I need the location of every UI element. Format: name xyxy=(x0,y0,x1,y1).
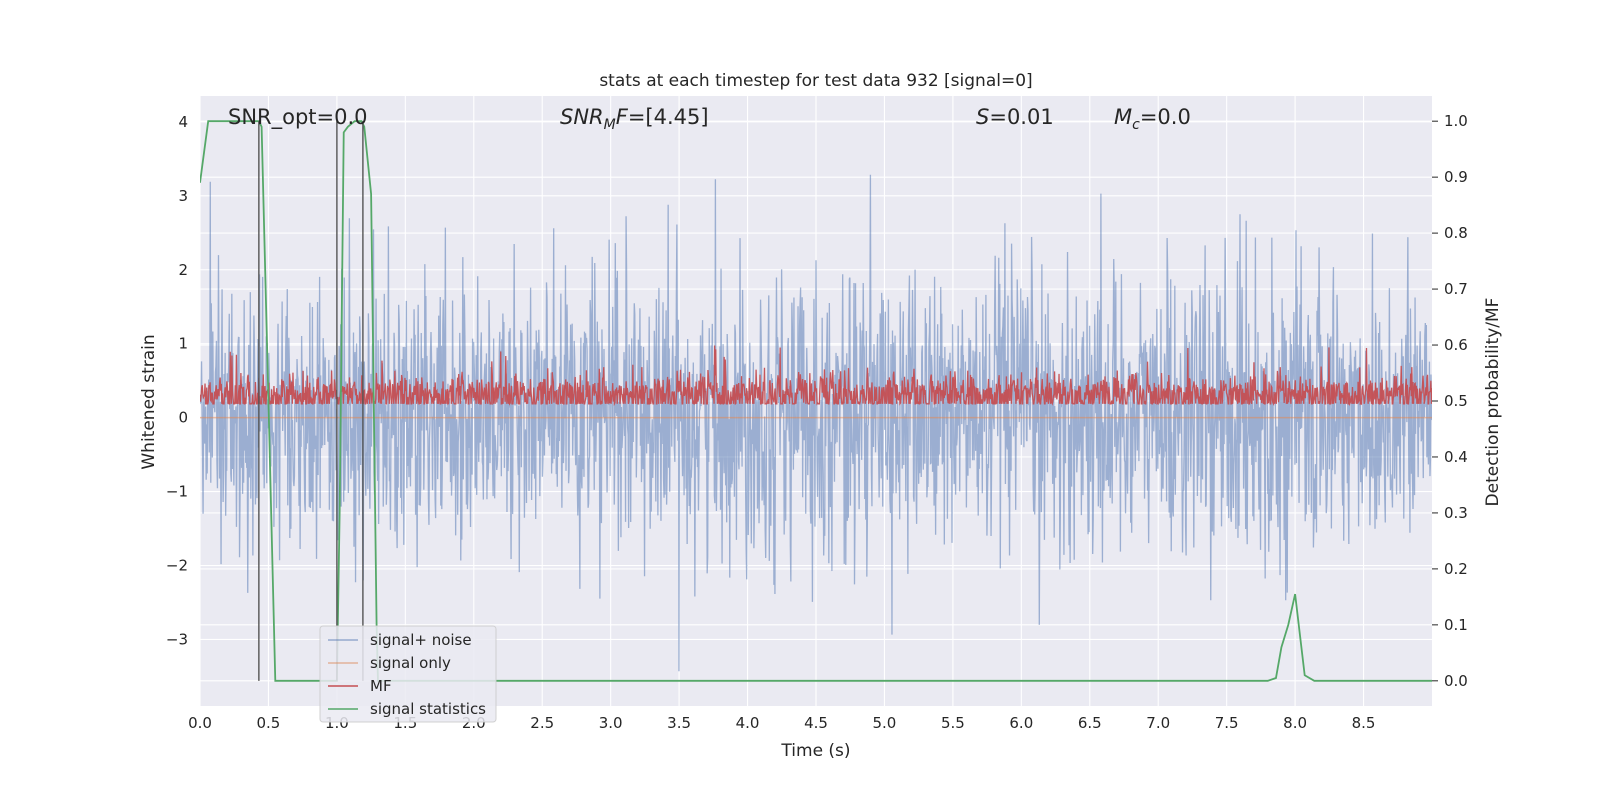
series-mf xyxy=(200,345,1432,407)
annotation-snr-mf: SNRMF=[4.45] xyxy=(560,105,709,133)
x-axis-label: Time (s) xyxy=(780,741,850,761)
y-right-tick-label: 0.8 xyxy=(1444,224,1468,242)
x-tick-label: 0.5 xyxy=(257,714,281,732)
y-right-tick-label: 0.1 xyxy=(1444,616,1468,634)
y-axis-label-right: Detection probability/MF xyxy=(1483,298,1503,507)
x-tick-label: 0.0 xyxy=(188,714,212,732)
chart-title: stats at each timestep for test data 932… xyxy=(599,71,1032,91)
y-right-tick-label: 0.9 xyxy=(1444,168,1468,186)
legend-label-signal-statistics: signal statistics xyxy=(370,700,486,718)
x-tick-label: 8.0 xyxy=(1283,714,1307,732)
y-left-tick-label: 1 xyxy=(178,335,188,353)
y-right-tick-label: 1.0 xyxy=(1444,112,1468,130)
y-right-tick-label: 0.6 xyxy=(1444,336,1468,354)
annotation-snr-opt: SNR_opt=0.0 xyxy=(228,105,368,130)
legend: signal+ noise signal only MF signal stat… xyxy=(319,625,497,723)
x-tick-label: 8.5 xyxy=(1352,714,1376,732)
x-tick-label: 7.5 xyxy=(1215,714,1239,732)
y-left-tick-label: 4 xyxy=(178,113,188,131)
y-left-tick-label: −3 xyxy=(166,630,188,648)
y-right-tick-label: 0.3 xyxy=(1444,504,1468,522)
x-tick-label: 3.0 xyxy=(599,714,623,732)
y-right-tick-labels: 0.0 0.1 0.2 0.3 0.4 0.5 0.6 0.7 0.8 0.9 1.0 xyxy=(1432,112,1468,690)
legend-label-mf: MF xyxy=(370,677,392,695)
y-left-tick-label: −2 xyxy=(166,557,188,575)
legend-box xyxy=(319,625,497,723)
x-tick-label: 5.0 xyxy=(873,714,897,732)
y-right-tick-label: 0.0 xyxy=(1444,672,1468,690)
x-tick-label: 2.5 xyxy=(530,714,554,732)
annotation-s: S=0.01 xyxy=(976,105,1054,129)
y-left-tick-label: 3 xyxy=(178,187,188,205)
y-left-tick-label: −1 xyxy=(166,483,188,501)
x-tick-label: 4.5 xyxy=(804,714,828,732)
x-tick-label: 7.0 xyxy=(1146,714,1170,732)
x-tick-label: 5.5 xyxy=(941,714,965,732)
y-right-tick-label: 0.4 xyxy=(1444,448,1468,466)
series-signal-noise xyxy=(200,174,1432,672)
vertical-markers xyxy=(258,121,364,681)
x-tick-label: 4.0 xyxy=(736,714,760,732)
y-right-tick-label: 0.7 xyxy=(1444,280,1468,298)
y-right-tick-label: 0.2 xyxy=(1444,560,1468,578)
y-left-tick-labels: −3 −2 −1 0 1 2 3 4 xyxy=(166,113,188,649)
legend-label-signal-noise: signal+ noise xyxy=(370,631,472,649)
y-right-tick-label: 0.5 xyxy=(1444,392,1468,410)
x-tick-label: 6.0 xyxy=(1009,714,1033,732)
y-left-tick-label: 0 xyxy=(178,409,188,427)
x-tick-labels: 0.0 0.5 1.0 1.5 2.0 2.5 3.0 3.5 4.0 4.5 5.0 5.5 6.0 6… xyxy=(188,714,1375,732)
y-left-tick-label: 2 xyxy=(178,261,188,279)
legend-label-signal-only: signal only xyxy=(370,654,451,672)
x-tick-label: 3.5 xyxy=(667,714,691,732)
x-tick-label: 6.5 xyxy=(1078,714,1102,732)
y-axis-label-left: Whitened strain xyxy=(139,334,159,469)
annotation-mc: Mc=0.0 xyxy=(1114,105,1191,133)
